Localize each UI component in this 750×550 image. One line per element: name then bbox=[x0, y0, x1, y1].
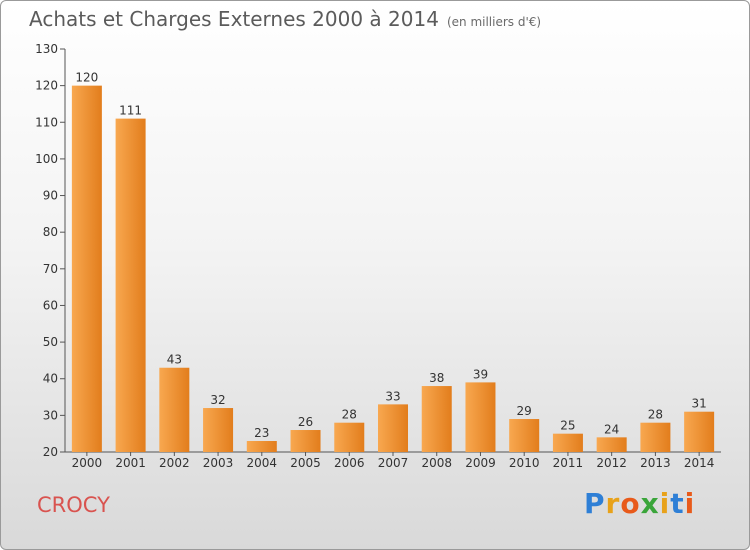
value-label: 24 bbox=[604, 422, 619, 436]
bar-2006 bbox=[334, 422, 365, 452]
bar-2004 bbox=[246, 441, 277, 452]
x-tick-label: 2014 bbox=[684, 456, 715, 470]
x-tick-label: 2002 bbox=[159, 456, 190, 470]
chart-unit: (en milliers d'€) bbox=[446, 15, 542, 29]
bar-2001 bbox=[115, 118, 146, 452]
x-tick-label: 2007 bbox=[378, 456, 409, 470]
y-tick-label: 70 bbox=[43, 262, 58, 276]
x-tick-label: 2011 bbox=[553, 456, 584, 470]
value-label: 120 bbox=[75, 71, 98, 85]
x-tick-label: 2006 bbox=[334, 456, 365, 470]
y-tick-label: 50 bbox=[43, 335, 58, 349]
x-tick-label: 2001 bbox=[115, 456, 146, 470]
y-tick-label: 60 bbox=[43, 298, 58, 312]
bar-2007 bbox=[378, 404, 408, 452]
bar-2000 bbox=[71, 85, 102, 453]
x-tick-label: 2009 bbox=[465, 456, 496, 470]
bar-2010 bbox=[509, 419, 540, 452]
x-tick-label: 2012 bbox=[596, 456, 627, 470]
bar-2005 bbox=[290, 430, 321, 452]
y-tick-label: 120 bbox=[35, 79, 58, 93]
x-tick-label: 2000 bbox=[72, 456, 103, 470]
x-tick-label: 2008 bbox=[421, 456, 452, 470]
value-label: 28 bbox=[342, 408, 357, 422]
bar-2011 bbox=[552, 433, 583, 452]
y-tick-label: 40 bbox=[43, 372, 58, 386]
bar-2012 bbox=[596, 437, 627, 452]
y-tick-label: 100 bbox=[35, 152, 58, 166]
value-label: 38 bbox=[429, 371, 444, 385]
chart-title-text: Achats et Charges Externes 2000 à 2014 bbox=[29, 7, 439, 31]
value-label: 33 bbox=[385, 389, 400, 403]
axes: 20 30 40 50 60 70 80 90 100 110 120 130 2000 2001 2002… bbox=[35, 42, 721, 470]
value-label: 39 bbox=[473, 367, 488, 381]
bar-2014 bbox=[684, 411, 715, 452]
value-label: 32 bbox=[210, 393, 225, 407]
value-label: 31 bbox=[691, 397, 706, 411]
x-tick-label: 2003 bbox=[203, 456, 234, 470]
bar-2013 bbox=[640, 422, 671, 452]
x-tick-label: 2004 bbox=[247, 456, 278, 470]
chart-title: Achats et Charges Externes 2000 à 2014 (e… bbox=[29, 7, 541, 31]
y-tick-label: 30 bbox=[43, 408, 58, 422]
value-label: 23 bbox=[254, 426, 269, 440]
y-tick-label: 130 bbox=[35, 42, 58, 56]
x-tick-label: 2010 bbox=[509, 456, 540, 470]
bar-2008 bbox=[421, 386, 452, 452]
value-label: 28 bbox=[648, 408, 663, 422]
x-tick-label: 2013 bbox=[640, 456, 671, 470]
bar-2009 bbox=[465, 382, 496, 452]
bars: 120 111 43 32 23 26 28 33 38 39 29 25 24 28 31 bbox=[71, 71, 715, 453]
y-tick-label: 20 bbox=[43, 445, 58, 459]
value-label: 111 bbox=[119, 104, 142, 118]
y-tick-label: 90 bbox=[43, 189, 58, 203]
proxiti-logo[interactable]: Proxiti bbox=[584, 487, 696, 520]
value-label: 29 bbox=[517, 404, 532, 418]
value-label: 43 bbox=[167, 353, 182, 367]
bar-2002 bbox=[159, 367, 190, 452]
y-tick-label: 110 bbox=[35, 115, 58, 129]
commune-name: CROCY bbox=[37, 493, 110, 517]
bar-2003 bbox=[203, 408, 234, 452]
y-tick-label: 80 bbox=[43, 225, 58, 239]
value-label: 25 bbox=[560, 419, 575, 433]
value-label: 26 bbox=[298, 415, 313, 429]
x-tick-label: 2005 bbox=[290, 456, 321, 470]
